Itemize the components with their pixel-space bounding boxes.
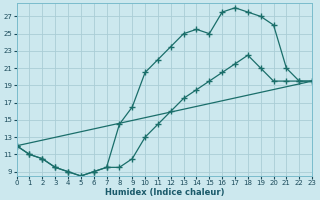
X-axis label: Humidex (Indice chaleur): Humidex (Indice chaleur) <box>105 188 224 197</box>
